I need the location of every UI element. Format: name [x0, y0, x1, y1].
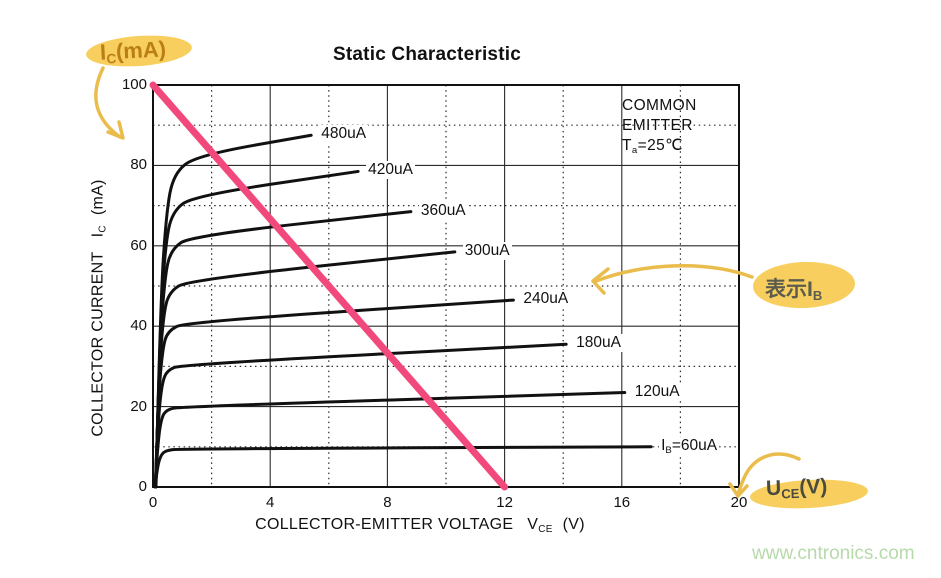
y-tick-label-40: 40	[130, 317, 147, 335]
ib-note-text: 表示IB	[765, 278, 823, 303]
curve-ib-240uA	[153, 298, 515, 489]
ib-arrow-icon	[594, 264, 754, 283]
curve-label-360uA: 360uA	[418, 201, 468, 220]
y-tick-label-0: 0	[138, 478, 147, 495]
uce-arrow-head-icon	[728, 482, 749, 498]
curve-ib-360uA	[154, 210, 413, 489]
x-tick-label-20: 20	[730, 494, 748, 511]
y-axis-title: COLLECTOR CURRENTIC(mA)	[89, 179, 109, 437]
watermark: www.cntronics.com	[752, 543, 915, 564]
curve-label-480uA: 480uA	[319, 125, 369, 144]
y-tick-label-80: 80	[130, 156, 147, 174]
x-tick-label-16: 16	[613, 494, 631, 511]
x-axis-title: COLLECTOR-EMITTER VOLTAGE VCE (V)	[255, 516, 585, 535]
curve-label-180uA: 180uA	[574, 334, 623, 353]
plot-frame	[152, 84, 740, 488]
curve-label-120uA: 120uA	[632, 382, 682, 401]
x-tick-label-4: 4	[266, 494, 275, 511]
inset-line-common: COMMON	[622, 97, 697, 114]
ic-note-text: IC(mA)	[99, 36, 167, 67]
curve-label-420uA: 420uA	[366, 161, 415, 180]
x-tick-label-12: 12	[496, 494, 513, 511]
ic-arrow-head-icon	[106, 120, 125, 140]
uce-arrow-icon	[736, 452, 801, 497]
curve-ib-420uA	[154, 169, 360, 489]
chart-title: Static Characteristic	[333, 44, 521, 65]
curve-label-240uA: 240uA	[521, 290, 571, 309]
curve-ib-60uA	[153, 445, 653, 489]
curve-ib-180uA	[153, 342, 568, 489]
curve-ib-480uA	[154, 133, 313, 489]
inset-line-emitter: EMITTER	[622, 117, 693, 134]
x-tick-label-0: 0	[148, 494, 158, 511]
curve-label-300uA: 300uA	[462, 241, 512, 260]
load-line	[149, 81, 509, 491]
curve-label-60uA: IB=60uA	[659, 436, 720, 456]
curve-ib-300uA	[154, 250, 457, 489]
uce-note-text: UCE(V)	[765, 474, 828, 502]
y-tick-label-100: 100	[121, 76, 147, 93]
curve-ib-120uA	[153, 391, 627, 489]
inset-line-temperature: Ta=25℃	[622, 137, 683, 156]
y-tick-label-20: 20	[130, 397, 147, 415]
ib-arrow-head-icon	[591, 267, 610, 295]
inset-condition-label: COMMON EMITTER Ta=25℃	[622, 96, 697, 161]
x-tick-label-8: 8	[383, 494, 392, 511]
y-tick-label-60: 60	[130, 236, 147, 254]
ic-arrow-icon	[94, 66, 122, 139]
